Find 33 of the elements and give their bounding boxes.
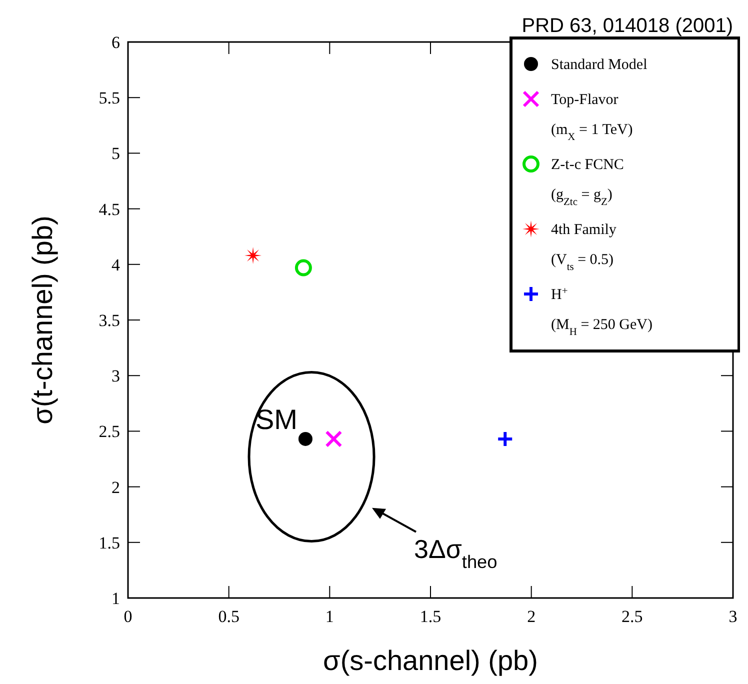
y-tick-label: 1 (112, 589, 120, 608)
text: PRD 63, 014018 (2001) (522, 15, 733, 37)
y-tick-label: 6 (112, 33, 120, 52)
x-tick-label: 1 (325, 607, 334, 626)
text: H$^{+}$ (M$_{H}$ = 250 GeV) (551, 286, 652, 338)
y-axis-title: σ(t-channel) (pb) (27, 216, 58, 424)
y-tick-label: 3 (112, 366, 120, 386)
legend-label: Top-Flavor (m$_{X}$ = 1 TeV) (551, 92, 633, 142)
y-tick-label: 5.5 (98, 88, 120, 108)
legend-label: 4th Family (V$_{ts}$ = 0.5) (551, 222, 617, 272)
annotation: SM (255, 404, 298, 435)
y-tick-label: 1.5 (98, 533, 120, 552)
y-tick-label: 3.5 (98, 311, 120, 330)
x-tick-label: 2 (527, 607, 536, 626)
annotation: 3Δσ$_{theo}$ (414, 534, 498, 572)
point (496, 430, 514, 448)
x-tick-label: 1.5 (420, 607, 442, 626)
y-tick-label: 2 (112, 478, 120, 497)
point (244, 247, 262, 264)
x-tick-label: 3 (728, 607, 738, 626)
y-tick-label: 5 (112, 144, 120, 164)
legend-label: Z-t-c FCNC (g$_{Ztc}$ = g$_{Z}$) (551, 157, 624, 208)
y-tick-label: 2.5 (98, 422, 120, 442)
point (294, 259, 312, 276)
x-tick-label: 0 (124, 607, 132, 626)
point (298, 432, 312, 446)
y-tick-label: 4.5 (98, 200, 120, 219)
x-axis-title: σ(s-channel) (pb) (323, 645, 538, 676)
y-tick-label: 4 (112, 255, 120, 274)
x-tick-label: 0.5 (218, 607, 240, 626)
point (325, 430, 342, 448)
x-tick-label: 2.5 (622, 607, 643, 626)
legend-label: Standard Model (551, 57, 648, 73)
